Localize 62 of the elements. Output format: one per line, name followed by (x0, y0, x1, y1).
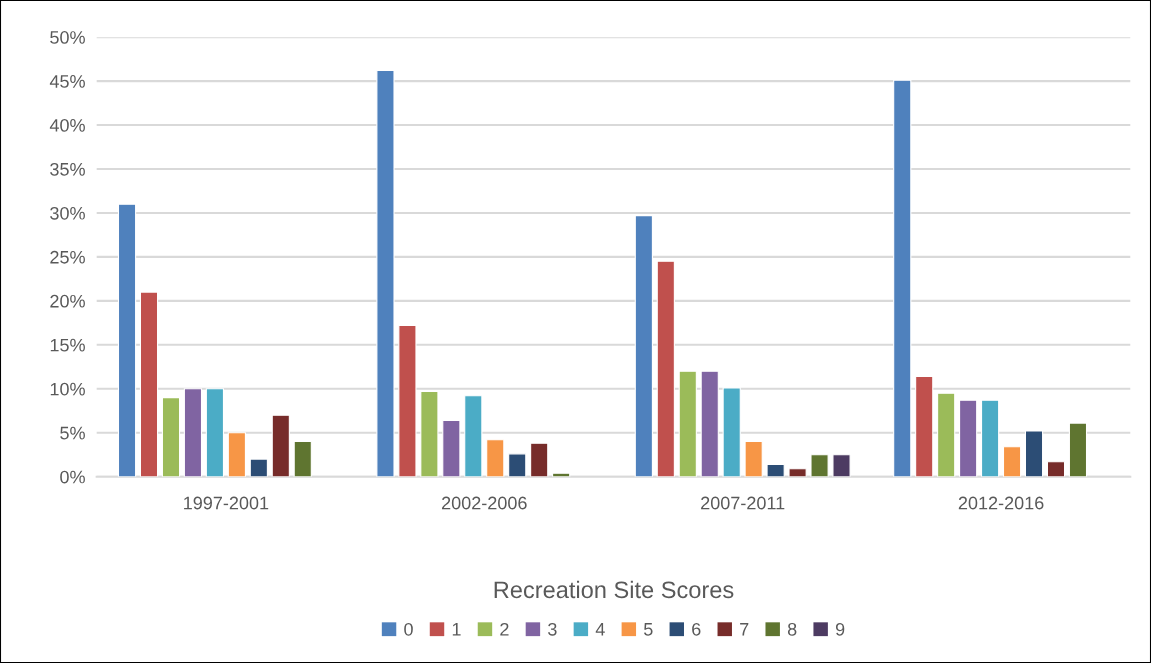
legend-label: 3 (548, 622, 557, 636)
y-tick-label: 25% (50, 250, 85, 264)
y-tick-label: 5% (60, 426, 85, 440)
bar (810, 454, 829, 477)
x-tick-label: 2012-2016 (958, 496, 1044, 510)
bar (530, 442, 549, 477)
legend-title: Recreation Site Scores (494, 580, 734, 599)
x-tick-label: 2007-2011 (701, 496, 785, 510)
bar (788, 468, 807, 477)
legend-label: 6 (692, 622, 701, 636)
x-tick-label: 2002-2006 (442, 496, 527, 510)
legend-label: 0 (404, 622, 413, 636)
bar (161, 397, 181, 477)
bar (678, 370, 697, 477)
legend-label: 8 (787, 622, 797, 636)
bar (893, 79, 912, 477)
legend-label: 1 (452, 623, 461, 636)
legend-label: 7 (740, 623, 749, 636)
bar (1002, 446, 1022, 477)
bar (700, 370, 719, 477)
y-tick-label: 50% (50, 31, 85, 44)
bar (249, 458, 268, 477)
y-tick-label: 35% (50, 162, 85, 176)
bar (183, 388, 203, 477)
y-tick-label: 45% (49, 75, 85, 88)
legend-label: 2 (500, 622, 509, 636)
y-tick-label: 40% (49, 118, 85, 132)
y-tick-label: 0% (60, 470, 85, 484)
bar (117, 203, 137, 477)
bar (420, 390, 439, 477)
bar (271, 414, 290, 477)
y-tick-label: 30% (50, 206, 85, 220)
bar (227, 432, 246, 477)
bar (508, 453, 527, 477)
bar (937, 392, 956, 477)
bar (376, 69, 395, 477)
legend-label: 5 (644, 623, 653, 636)
bar (139, 291, 159, 477)
bar (293, 440, 312, 477)
legend-label: 9 (835, 622, 845, 636)
bar (442, 419, 461, 477)
bar (722, 387, 741, 477)
bar (464, 395, 483, 477)
bar (766, 463, 785, 477)
bar (634, 215, 653, 477)
bar (486, 439, 505, 477)
legend-label: 4 (595, 623, 605, 636)
bar (1046, 461, 1066, 477)
bar (656, 260, 675, 477)
bar (398, 324, 417, 477)
y-tick-label: 20% (50, 294, 85, 308)
y-tick-label: 10% (50, 382, 85, 396)
y-tick-label: 15% (50, 338, 85, 352)
bar (1024, 430, 1044, 477)
bar (832, 454, 851, 477)
bar (980, 399, 1000, 477)
bar (744, 440, 763, 477)
bar (959, 399, 978, 477)
x-tick-label: 1997-2001 (184, 496, 269, 510)
bar (915, 375, 934, 477)
bar (1068, 422, 1088, 477)
bar (205, 388, 225, 477)
